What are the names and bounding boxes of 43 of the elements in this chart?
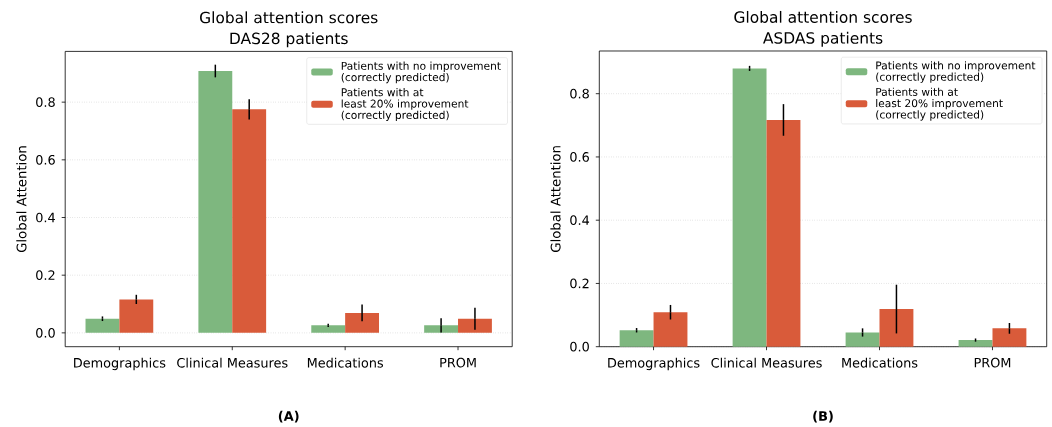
x-tick-label: Demographics xyxy=(74,357,166,371)
bar xyxy=(766,119,801,347)
bar xyxy=(232,109,267,333)
bar xyxy=(653,312,688,347)
legend-label: Patients with at least 20% improvement (correctly predicted) xyxy=(341,88,469,122)
y-tick-label: 0.8 xyxy=(36,97,55,108)
bar xyxy=(958,340,993,347)
x-tick-label: Clinical Measures xyxy=(177,357,288,368)
x-tick-label: PROM xyxy=(440,357,476,368)
y-tick-label: 0.6 xyxy=(570,152,589,162)
bar xyxy=(424,325,459,333)
y-tick-label: 0.6 xyxy=(36,154,55,165)
y-tick-label: 0.4 xyxy=(36,212,55,223)
bar xyxy=(845,332,880,347)
legend-label: Patients with at least 20% improvement (correctly predicted) xyxy=(876,87,1003,121)
x-tick-label: Medications xyxy=(307,357,384,368)
chart-title: Global attention scores DAS28 patients xyxy=(200,11,378,48)
y-tick-label: 0.4 xyxy=(570,215,590,226)
text: (B) xyxy=(813,410,833,423)
y-tick-label: 0.2 xyxy=(570,278,589,289)
bar xyxy=(619,330,654,347)
bar xyxy=(119,299,154,333)
text: (A) xyxy=(278,410,299,423)
y-tick-label: 0.0 xyxy=(570,341,589,352)
y-axis-title: Global Attention xyxy=(550,146,561,252)
y-tick-label: 0.8 xyxy=(570,88,589,99)
bar xyxy=(311,325,346,333)
y-tick-label: 0.0 xyxy=(36,327,55,338)
bar xyxy=(992,328,1027,347)
y-axis-title: Global Attention xyxy=(16,146,27,253)
x-tick-label: PROM xyxy=(974,357,1011,368)
y-tick-label: 0.2 xyxy=(36,270,55,281)
bar xyxy=(732,68,767,347)
x-tick-label: Medications xyxy=(842,357,918,368)
bar xyxy=(345,312,380,333)
x-tick-label: Clinical Measures xyxy=(711,357,822,368)
x-tick-label: Demographics xyxy=(608,357,700,371)
bar xyxy=(458,318,492,333)
legend-label: Patients with no improvement (correctly predicted) xyxy=(341,61,501,84)
bar xyxy=(198,71,233,333)
legend-label: Patients with no improvement (correctly predicted) xyxy=(876,61,1036,83)
bar xyxy=(85,318,120,333)
chart-title: Global attention scores ASDAS patients xyxy=(734,10,912,47)
